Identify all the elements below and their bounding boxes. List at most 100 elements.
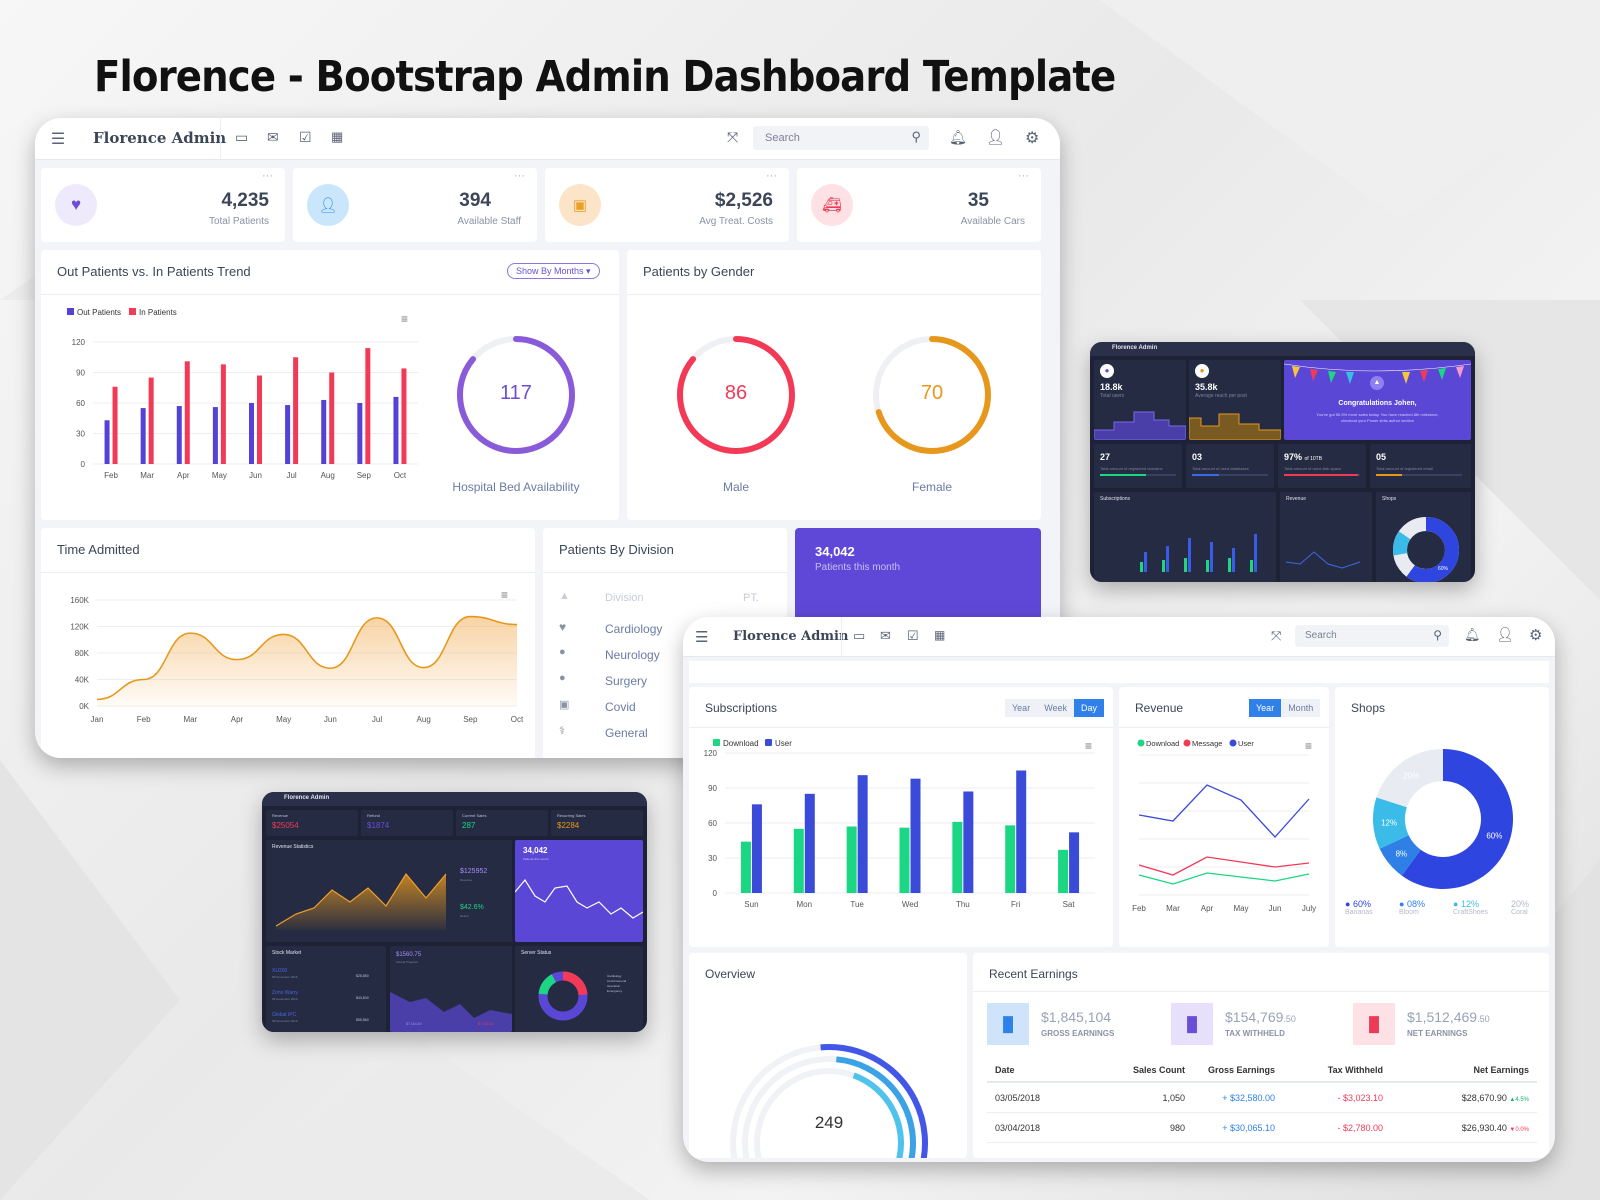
bar-out-patients (176, 406, 182, 464)
cell-count: 1,050 (1162, 1093, 1185, 1103)
cell-count: 980 (1169, 1123, 1185, 1133)
col-net: Net Earnings (1473, 1065, 1529, 1075)
brand-divider (220, 118, 221, 160)
slice-label: 8% (1396, 849, 1408, 858)
bar-download (846, 826, 857, 893)
panel-title: Revenue (1286, 496, 1307, 502)
pt-header: PT. (743, 592, 759, 604)
tab-day[interactable]: Day (1074, 699, 1105, 717)
dark2-stat: Recurring Sales $2284 (551, 810, 643, 836)
bar-out-patients (249, 403, 254, 464)
menu-icon[interactable]: ☰ (695, 629, 709, 646)
time-admitted-card: Time Admitted ≡ 0K 40K 80K 120K 160K Jan Feb Ma… (41, 528, 535, 758)
mail-icon[interactable]: ✉ (267, 129, 279, 145)
x-tick-label: Jun (324, 715, 337, 724)
bar-download (952, 821, 963, 893)
brand-logo[interactable]: Florence Admin (733, 629, 849, 644)
stat-label: Average reach per post (1195, 393, 1247, 399)
fullscreen-icon[interactable]: ⤧ (727, 129, 739, 145)
stat-value: 35 (967, 190, 989, 211)
summary-label: TAX WITHHELD (1225, 1029, 1285, 1038)
female-label: Female (911, 480, 952, 494)
dark-dashboard-screen-2: Florence Admin Revenue $25054 Refund $1874… (262, 792, 647, 1032)
revenue-tabs: Year Month (1249, 699, 1321, 717)
search-box[interactable]: Search ⚲ (753, 126, 929, 150)
legend-dot: ● (1399, 899, 1407, 909)
congrats-text: You've got 50.5% more sales today. You h… (1316, 412, 1439, 423)
tab-month[interactable]: Month (1281, 699, 1321, 717)
fullscreen-icon[interactable]: ⤧ (1271, 628, 1282, 643)
arrow-up-icon: ▲ (1509, 1097, 1516, 1103)
stat-label: Available Cars (960, 216, 1025, 227)
chart-menu-icon[interactable]: ≡ (501, 588, 509, 602)
dark2-revenue-area (275, 872, 447, 930)
stat-label: Current Sales (462, 813, 487, 818)
chart-menu-icon[interactable]: ≡ (1085, 739, 1093, 753)
bar-in-patients (401, 368, 407, 464)
page-title: Florence - Bootstrap Admin Dashboard Tem… (94, 52, 1116, 102)
tab-week[interactable]: Week (1037, 699, 1075, 717)
gear-icon[interactable]: ⚙ (1025, 130, 1040, 147)
bar-in-patients (293, 357, 299, 464)
mail-icon[interactable]: ✉ (880, 628, 891, 643)
earning-summary: ▐▌ $154,769.50 TAX WITHHELD (1171, 1003, 1351, 1047)
chat-icon[interactable]: ▭ (853, 628, 866, 643)
show-by-dropdown[interactable]: Show By Months ▾ (507, 263, 600, 279)
dark-topbar: Florence Admin (262, 792, 647, 806)
more-icon[interactable]: ··· (1018, 170, 1029, 182)
search-box[interactable]: Search ⚲ (1295, 625, 1449, 647)
gear-icon[interactable]: ⚙ (1529, 627, 1543, 644)
table-row[interactable]: 03/05/2018 1,050 + $32,580.00 - $3,023.1… (987, 1083, 1537, 1113)
chart-menu-icon[interactable]: ≡ (401, 312, 409, 326)
stat-label: Recurring Sales (557, 813, 586, 818)
x-tick-label: Mar (183, 715, 197, 724)
search-input[interactable]: Search (1305, 630, 1337, 641)
stat-label: Available Staff (457, 216, 521, 227)
brand-logo[interactable]: Florence Admin (93, 129, 227, 147)
tab-year[interactable]: Year (1005, 699, 1038, 717)
more-icon[interactable]: ··· (262, 170, 273, 182)
dark2-stat: Refund $1874 (361, 810, 453, 836)
stat-card-patients: ♥ 4,235 Total Patients ··· (41, 168, 285, 242)
more-icon[interactable]: ··· (766, 170, 777, 182)
line-user (1138, 784, 1310, 838)
legend-pct: 20% (1511, 899, 1530, 909)
search-icon[interactable]: ⚲ (911, 129, 921, 144)
checklist-icon[interactable]: ☑ (907, 628, 919, 643)
x-tick-label: Fri (1011, 900, 1021, 909)
recent-earnings-card: Recent Earnings ▐▌ $1,845,104 GROSS EARN… (973, 953, 1549, 1158)
top-navbar: ☰ Florence Admin ▭ ✉ ☑ ▦ ⤧ Search ⚲ 🔔︎ 👤… (35, 118, 1060, 160)
trophy-icon: ▲ (1370, 376, 1384, 390)
table-header: Date Sales Count Gross Earnings Tax With… (987, 1059, 1537, 1083)
bell-icon[interactable]: 🔔︎ (949, 129, 967, 145)
revenue-line-chart: Download Message User Feb Mar Apr May Jun July (1132, 739, 1316, 913)
user-icon[interactable]: 👤︎ (986, 129, 1006, 146)
legend-label: User (1238, 739, 1254, 748)
calendar-icon[interactable]: ▦ (934, 628, 946, 642)
saving-right: $7,153.24 (478, 1022, 494, 1026)
stat-card-cars: 🚑︎ 35 Available Cars ··· (797, 168, 1041, 242)
calendar-icon[interactable]: ▦ (331, 129, 344, 144)
bar-user (963, 791, 974, 893)
summary-amount: $1,512,469 (1407, 1009, 1478, 1025)
chart-menu-icon[interactable]: ≡ (1305, 739, 1313, 753)
bell-icon[interactable]: 🔔︎ (1464, 627, 1481, 642)
chat-icon[interactable]: ▭ (235, 129, 249, 145)
dark-brand: Florence Admin (1112, 345, 1158, 351)
server-legend: Operation (607, 984, 621, 988)
checklist-icon[interactable]: ☑ (299, 129, 312, 145)
month-label: Patients this month (523, 857, 549, 861)
user-icon[interactable]: 👤︎ (1496, 626, 1514, 642)
menu-icon[interactable]: ☰ (50, 131, 66, 148)
male-value: 86 (724, 382, 748, 404)
search-input[interactable]: Search (765, 132, 800, 144)
female-ring (873, 336, 991, 454)
slice-label: 20% (1403, 771, 1419, 780)
x-tick-label: Aug (417, 715, 431, 724)
search-icon[interactable]: ⚲ (1433, 628, 1442, 642)
legend-swatch (1229, 739, 1237, 747)
tab-year[interactable]: Year (1249, 699, 1282, 717)
more-icon[interactable]: ··· (514, 170, 525, 182)
stat-label: Total amount of registered domains (1100, 466, 1163, 471)
table-row[interactable]: 03/04/2018 980 + $30,065.10 - $2,780.00 … (987, 1113, 1537, 1143)
